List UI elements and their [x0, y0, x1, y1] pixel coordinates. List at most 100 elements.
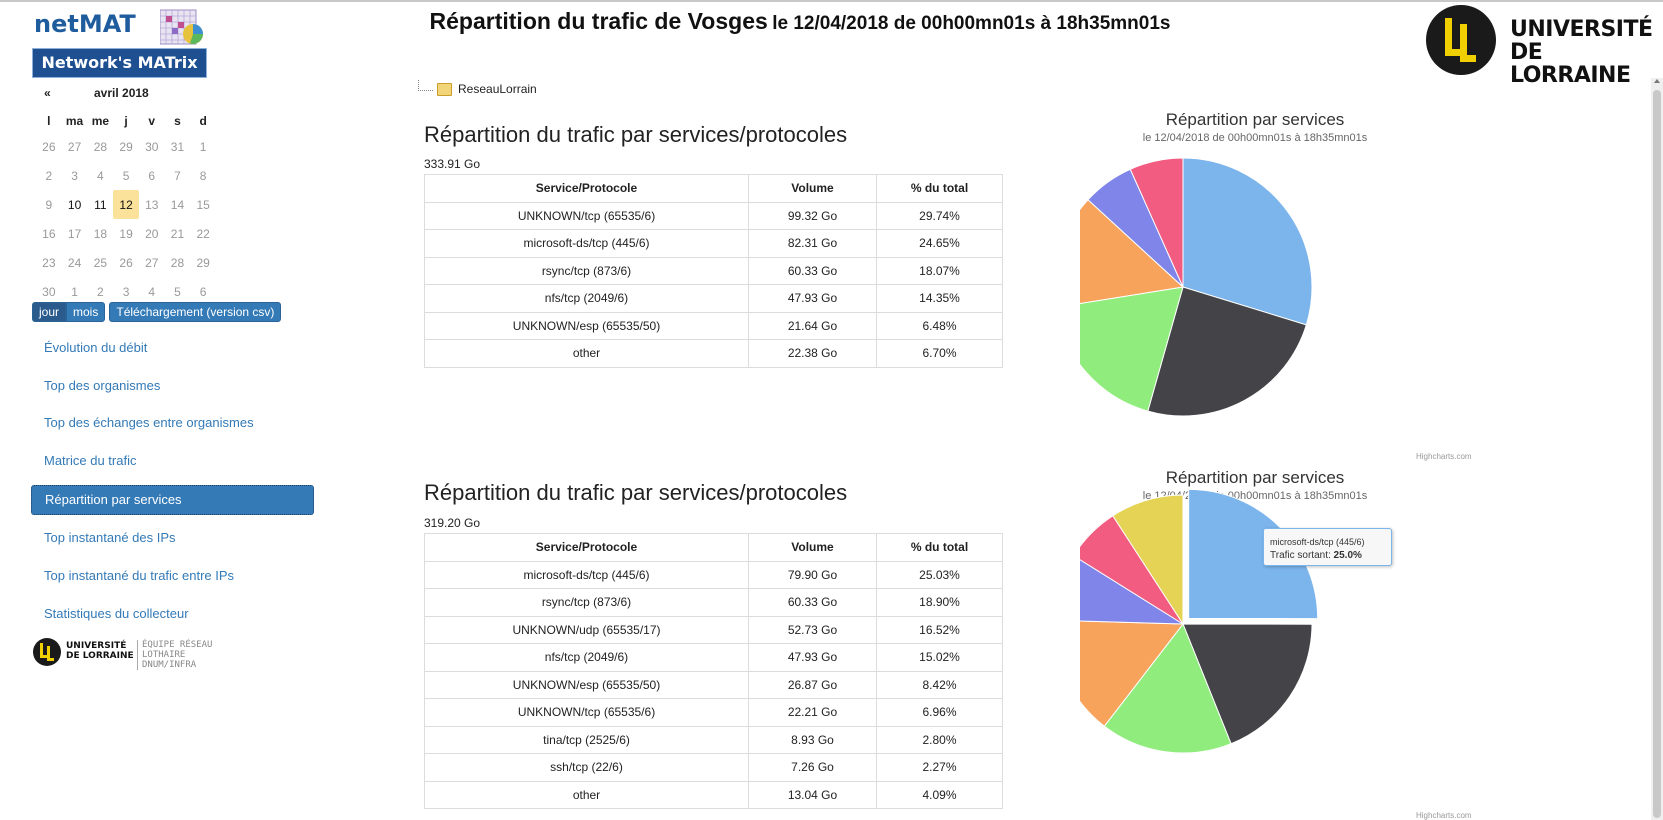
table-row: tina/tcp (2525/6) 8.93 Go 2.80%	[424, 725, 1003, 754]
cell-service: UNKNOWN/esp (65535/50)	[424, 670, 749, 699]
calendar-grid: l ma me j v s d 26 27 28 29 30 31 1 2 3 4 5 6 7 8 9 10 11 12 13 1…	[36, 110, 216, 306]
sidebar-nav: Évolution du débit Top des organismes Top …	[31, 334, 314, 638]
table-row: ssh/tcp (22/6) 7.26 Go 2.27%	[424, 753, 1003, 782]
page-scrollbar[interactable]	[1651, 78, 1663, 820]
table-header-row: Service/Protocole Volume % du total	[424, 174, 1003, 203]
pie-slice[interactable]	[1080, 199, 1185, 308]
pie-slice[interactable]	[1103, 623, 1232, 754]
matrix-grid-icon	[160, 9, 203, 45]
chart-credits[interactable]: Highcharts.com	[1416, 452, 1472, 461]
table-row: other 22.38 Go 6.70%	[424, 339, 1003, 368]
table-row: microsoft-ds/tcp (445/6) 79.90 Go 25.03%	[424, 560, 1003, 589]
calendar-weekday: j	[124, 114, 128, 128]
sidebar-item-1[interactable]: Top des organismes	[44, 377, 161, 393]
cell-service: UNKNOWN/tcp (65535/6)	[424, 201, 749, 230]
cell-volume: 79.90 Go	[748, 560, 877, 589]
calendar: « avril 2018 l ma me j v s d 26 27 28 29 30 31 1 2 3 4 5…	[36, 84, 216, 306]
footer-university-line1: UNIVERSITÉ	[66, 641, 127, 651]
table-row: rsync/tcp (873/6) 60.33 Go 18.07%	[424, 256, 1003, 285]
sidebar-item-4[interactable]: Répartition par services	[31, 484, 314, 515]
cell-volume: 60.33 Go	[748, 256, 877, 285]
calendar-day: 4	[97, 168, 104, 183]
month-view-button[interactable]: mois	[66, 302, 106, 322]
chart-tooltip: microsoft-ds/tcp (445/6) Trafic sortant:…	[1263, 528, 1392, 566]
cell-volume: 7.26 Go	[748, 753, 877, 782]
sidebar-item-2[interactable]: Top des échanges entre organismes	[44, 415, 254, 431]
footer-team-line1: ÉQUIPE RÉSEAU LOTHAIRE	[142, 640, 213, 660]
table-row: microsoft-ds/tcp (445/6) 82.31 Go 24.65%	[424, 229, 1003, 258]
footer-team: ÉQUIPE RÉSEAU LOTHAIRE DNUM/INFRA	[137, 640, 252, 670]
cell-volume: 52.73 Go	[748, 615, 877, 644]
calendar-weekday: me	[91, 114, 110, 128]
pie-slice[interactable]	[1129, 157, 1184, 288]
cell-percent: 6.48%	[876, 311, 1003, 340]
cell-percent: 25.03%	[876, 560, 1003, 589]
cell-service: UNKNOWN/udp (65535/17)	[424, 615, 749, 644]
col-header-percent: % du total	[876, 174, 1003, 203]
cell-volume: 13.04 Go	[748, 780, 877, 809]
calendar-day[interactable]: 12	[113, 190, 139, 219]
calendar-day: 21	[170, 226, 185, 241]
cell-volume: 60.33 Go	[748, 588, 877, 617]
tree-node-reseau[interactable]: ReseauLorrain	[458, 82, 537, 96]
calendar-day: 31	[170, 139, 185, 154]
sidebar-item-6[interactable]: Top instantané du trafic entre IPs	[44, 568, 235, 584]
cell-percent: 15.02%	[876, 643, 1003, 672]
section-title: Répartition du trafic par services/proto…	[424, 122, 848, 147]
section-total: 333.91 Go	[424, 157, 481, 171]
pie-slice[interactable]	[1182, 157, 1313, 326]
calendar-day: 22	[196, 226, 210, 241]
calendar-day: 13	[145, 197, 159, 212]
cell-volume: 47.93 Go	[748, 643, 877, 672]
cell-volume: 99.32 Go	[748, 201, 877, 230]
day-view-button[interactable]: jour	[32, 302, 67, 322]
cell-service: rsync/tcp (873/6)	[424, 588, 749, 617]
calendar-prev-month-button[interactable]: «	[44, 86, 51, 100]
table-row: other 13.04 Go 4.09%	[424, 780, 1003, 809]
calendar-day: 3	[122, 284, 130, 299]
scrollbar-thumb[interactable]	[1653, 90, 1661, 818]
col-header-service: Service/Protocole	[424, 533, 749, 562]
pie-slice[interactable]	[1112, 494, 1184, 626]
scroll-up-arrow-icon[interactable]	[1654, 79, 1660, 83]
sidebar-item-5[interactable]: Top instantané des IPs	[44, 530, 176, 546]
page-title: Répartition du trafic de Vosges le 12/04…	[390, 8, 1210, 35]
cell-percent: 18.90%	[876, 588, 1003, 617]
pie-slice[interactable]	[1182, 623, 1313, 745]
calendar-day[interactable]: 10	[67, 197, 82, 212]
tree-connector	[418, 79, 433, 91]
cell-percent: 6.96%	[876, 698, 1003, 727]
sidebar-item-7[interactable]: Statistiques du collecteur	[44, 605, 189, 621]
pie-slice[interactable]	[1080, 556, 1185, 625]
pie-chart-1: Répartition par services le 12/04/2018 d…	[1080, 110, 1472, 461]
cell-service: ssh/tcp (22/6)	[424, 753, 749, 782]
calendar-weekday: l	[47, 114, 51, 128]
cell-percent: 16.52%	[876, 615, 1003, 644]
pie-slice[interactable]	[1188, 488, 1319, 620]
page-title-main: Répartition du trafic de Vosges	[429, 8, 768, 34]
calendar-day: 6	[199, 284, 207, 299]
calendar-day: 17	[67, 226, 82, 241]
calendar-day: 24	[67, 255, 82, 270]
calendar-day: 23	[42, 255, 56, 270]
sidebar-item-3[interactable]: Matrice du trafic	[44, 453, 137, 469]
calendar-week: 16 17 18 19 20 21 22	[36, 219, 216, 248]
calendar-day: 15	[196, 197, 210, 212]
col-header-percent: % du total	[876, 533, 1003, 562]
calendar-day: 3	[71, 168, 78, 183]
pie-slice[interactable]	[1147, 286, 1307, 417]
chart-credits[interactable]: Highcharts.com	[1416, 811, 1472, 820]
calendar-day: 7	[174, 168, 181, 183]
sidebar-item-0[interactable]: Évolution du débit	[44, 340, 148, 355]
footer-university-line2: DE LORRAINE	[66, 651, 134, 661]
top-border	[0, 0, 1663, 2]
netmat-logo[interactable]: netMAT Network's MATrix	[32, 6, 207, 78]
chart-title: Répartition par services	[1165, 468, 1345, 487]
calendar-day[interactable]: 11	[94, 197, 107, 212]
calendar-week: 2 3 4 5 6 7 8	[36, 161, 216, 190]
tooltip-series: Trafic sortant	[1270, 550, 1328, 561]
pie-slice[interactable]	[1080, 286, 1184, 412]
pie-slice[interactable]	[1080, 620, 1184, 727]
tooltip-value: 25.0%	[1333, 550, 1362, 561]
download-csv-button[interactable]: Téléchargement (version csv)	[109, 302, 282, 322]
